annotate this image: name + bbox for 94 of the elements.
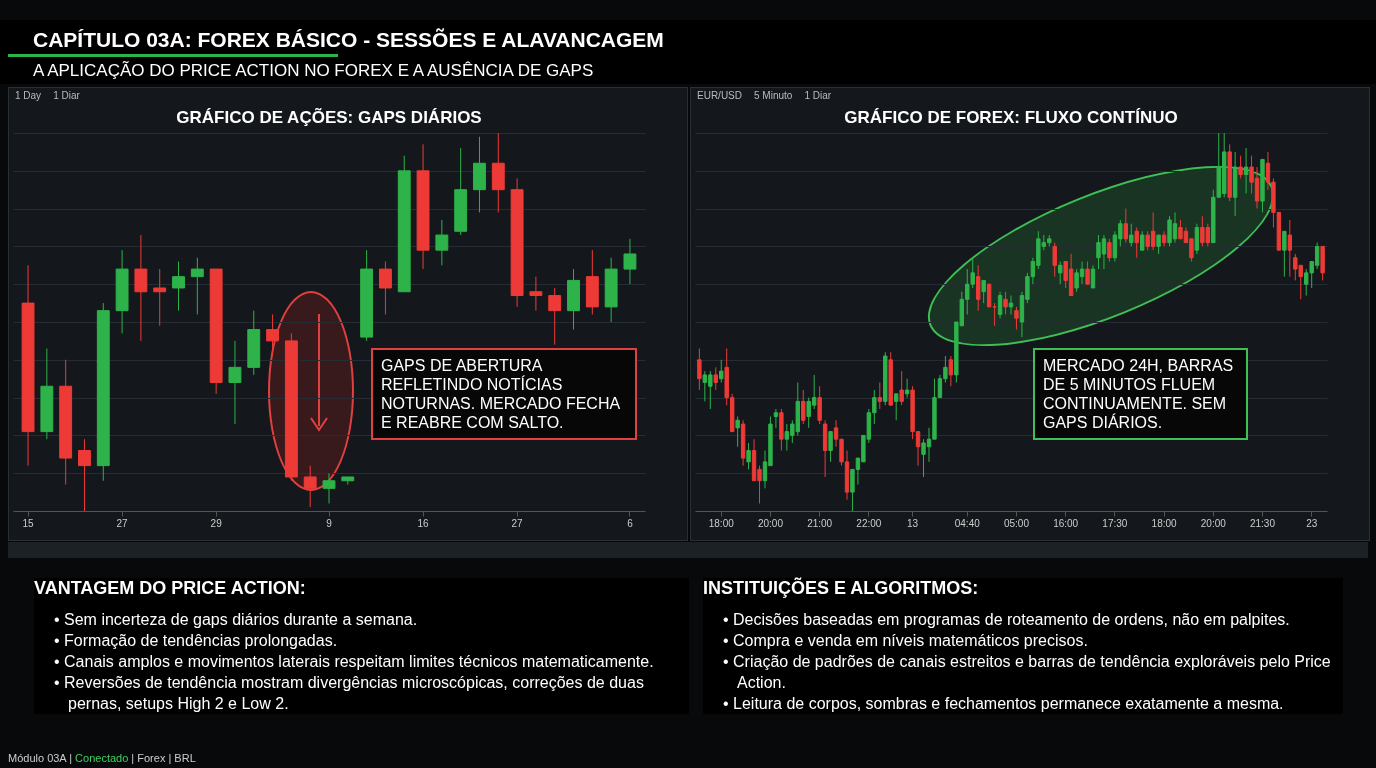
text: 1 Diar — [53, 90, 80, 101]
x-tick-label: 21:00 — [807, 517, 833, 529]
candlestick — [1008, 295, 1014, 315]
text: • Decisões baseadas em programas de roteamento de ordens, não em palpites. — [723, 610, 1291, 630]
candlestick — [975, 264, 981, 312]
x-tick-label: 20:00 — [757, 517, 784, 529]
candlestick — [1243, 147, 1249, 194]
x-tick-label: 22:00 — [856, 517, 882, 529]
candlestick — [78, 438, 91, 512]
candlestick — [1003, 291, 1008, 315]
text: 5 Minuto — [754, 90, 793, 101]
text: 1 Diar — [804, 90, 832, 101]
x-tick-label: 27 — [511, 517, 524, 529]
candlestick — [1090, 264, 1096, 289]
candlestick — [1123, 208, 1129, 244]
candlestick — [735, 416, 740, 448]
candlestick — [529, 276, 543, 312]
candlestick — [1194, 223, 1200, 255]
candlestick — [548, 287, 562, 346]
candlestick — [713, 366, 718, 391]
text: Módulo 03A | — [8, 752, 73, 764]
candlestick — [773, 408, 779, 429]
candlestick — [134, 234, 148, 342]
candlestick — [378, 261, 392, 315]
candlestick — [228, 340, 242, 425]
text: • Canais amplos e movimentos laterais respeitam limites técnicos matematicamente. — [54, 652, 655, 672]
candlestick — [1107, 238, 1112, 263]
candlestick — [948, 355, 954, 387]
x-tick-label: 16 — [417, 517, 430, 529]
candlestick — [1238, 155, 1243, 179]
x-tick-label: 21:30 — [1249, 517, 1276, 529]
candlestick — [893, 393, 899, 421]
text: • Sem incerteza de gaps diários durante a semana. — [54, 610, 419, 630]
candlestick — [817, 385, 822, 425]
text: CAPÍTULO 03A: FOREX BÁSICO - SESSÕES E ALAVANCAGEM — [33, 28, 664, 52]
candlestick — [899, 370, 904, 406]
text: A APLICAÇÃO DO PRICE ACTION NO FOREX E A AUSÊNCIA DE GAPS — [33, 61, 594, 81]
candlestick — [1287, 219, 1293, 278]
candlestick — [981, 279, 986, 304]
candlestick — [1140, 230, 1145, 251]
candlestick — [266, 313, 280, 357]
candlestick — [172, 261, 185, 312]
x-tick-label: 20:00 — [1200, 517, 1227, 529]
text: • Compra e venda em níveis matemáticos precisos. — [723, 631, 1089, 651]
x-tick-label: 16:00 — [1053, 517, 1079, 529]
text: • Criação de padrões de canais estreitos e barras de tendência exploráveis pelo Price Action. — [723, 652, 1332, 693]
x-tick-label: 18:00 — [1151, 517, 1178, 529]
annotation: GAPS DE ABERTURA REFLETINDO NOTÍCIAS NOTURNAS. MERCADO FECHA E REABRE COM SALTO. — [371, 348, 637, 440]
candlestick — [190, 257, 204, 315]
text: 1 Day — [15, 90, 42, 101]
text: • Reversões de tendência mostram divergências microscópicas, correções de duas pernas, setups High 2 e Low 2. — [54, 673, 645, 714]
chart-title: GRÁFICO DE AÇÕES: GAPS DIÁRIOS — [176, 106, 482, 127]
candlestick — [1085, 261, 1090, 285]
x-tick-label: 18:00 — [708, 517, 735, 529]
candlestick — [1282, 230, 1287, 278]
candlestick — [877, 381, 882, 410]
x-tick-label: 04:40 — [954, 517, 981, 529]
candlestick — [997, 291, 1003, 319]
candlestick — [1052, 242, 1057, 278]
candlestick — [904, 378, 910, 399]
x-tick-label: 17:30 — [1102, 517, 1128, 529]
x-tick-label: 23 — [1306, 517, 1318, 529]
x-tick-label: 13 — [907, 517, 919, 529]
text: EUR/USD — [697, 90, 743, 101]
candlestick — [1058, 261, 1063, 285]
text: INSTITUIÇÕES E ALGORITMOS: — [703, 578, 980, 599]
candlestick — [697, 347, 702, 391]
x-tick-label: 29 — [210, 517, 223, 529]
chart-title: GRÁFICO DE FOREX: FLUXO CONTÍNUO — [844, 107, 1178, 127]
candlestick — [435, 219, 449, 266]
x-tick-label: 05:00 — [1003, 517, 1030, 529]
annotation: MERCADO 24H, BARRAS DE 5 MINUTOS FLUEM CONTINUAMENTE. SEM GAPS DIÁRIOS. — [1033, 348, 1248, 440]
candlestick — [623, 238, 637, 285]
text: VANTAGEM DO PRICE ACTION: — [34, 578, 307, 599]
candlestick — [1156, 234, 1161, 255]
candlestick — [303, 465, 317, 508]
x-tick-label: 15 — [22, 517, 35, 529]
candlestick — [746, 442, 751, 470]
candlestick — [719, 359, 724, 383]
candlestick — [801, 389, 806, 425]
text: • Leitura de corpos, sombras e fechamentos permanece exatamente a mesma. — [723, 694, 1285, 714]
x-tick-label: 9 — [326, 517, 333, 529]
x-tick-label: 27 — [116, 517, 129, 529]
candlestick — [986, 283, 992, 308]
text: Conectado — [75, 752, 130, 764]
x-tick-label: 6 — [627, 517, 634, 529]
candlestick — [1129, 223, 1134, 247]
candlestick — [1134, 227, 1139, 259]
text: • Formação de tendências prolongadas. — [54, 631, 339, 651]
candlestick — [153, 268, 167, 327]
text: | Forex | BRL — [131, 752, 196, 764]
candlestick — [828, 431, 833, 463]
candlestick — [322, 472, 336, 504]
candlestick — [1014, 306, 1019, 331]
